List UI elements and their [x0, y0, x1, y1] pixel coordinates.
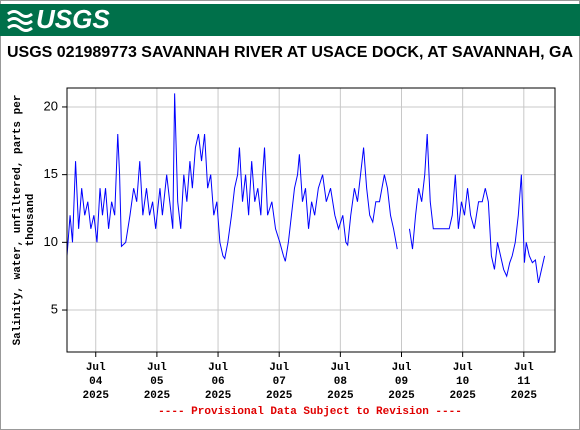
y-tick-label: 5	[51, 301, 58, 316]
x-tick-label: Jul 08 2025	[327, 362, 354, 402]
header-bar	[0, 4, 580, 36]
y-axis-label: Salinity, water, unfiltered, parts per	[12, 95, 24, 346]
y-tick-label: 20	[44, 98, 58, 113]
chart-title: USGS 021989773 SAVANNAH RIVER AT USACE D…	[7, 44, 573, 61]
x-tick-label: Jul 10 2025	[449, 362, 476, 402]
y-tick-label: 10	[44, 234, 58, 249]
x-tick-label: Jul 11 2025	[511, 362, 538, 402]
x-tick-label: Jul 09 2025	[388, 362, 415, 402]
data-line	[408, 133, 546, 284]
x-tick-label: Jul 04 2025	[83, 362, 110, 402]
x-tick-label: Jul 07 2025	[266, 362, 293, 402]
logo-icon	[7, 10, 33, 32]
x-tick-label: Jul 05 2025	[144, 362, 171, 402]
y-tick-label: 15	[44, 166, 58, 181]
plot-frame	[66, 87, 556, 353]
logo: USGS	[36, 4, 110, 34]
annotation: ---- Provisional Data Subject to Revisio…	[158, 406, 462, 418]
x-tick-label: Jul 06 2025	[205, 362, 232, 402]
data-line	[66, 93, 398, 262]
y-axis-label: thousand	[25, 194, 37, 247]
